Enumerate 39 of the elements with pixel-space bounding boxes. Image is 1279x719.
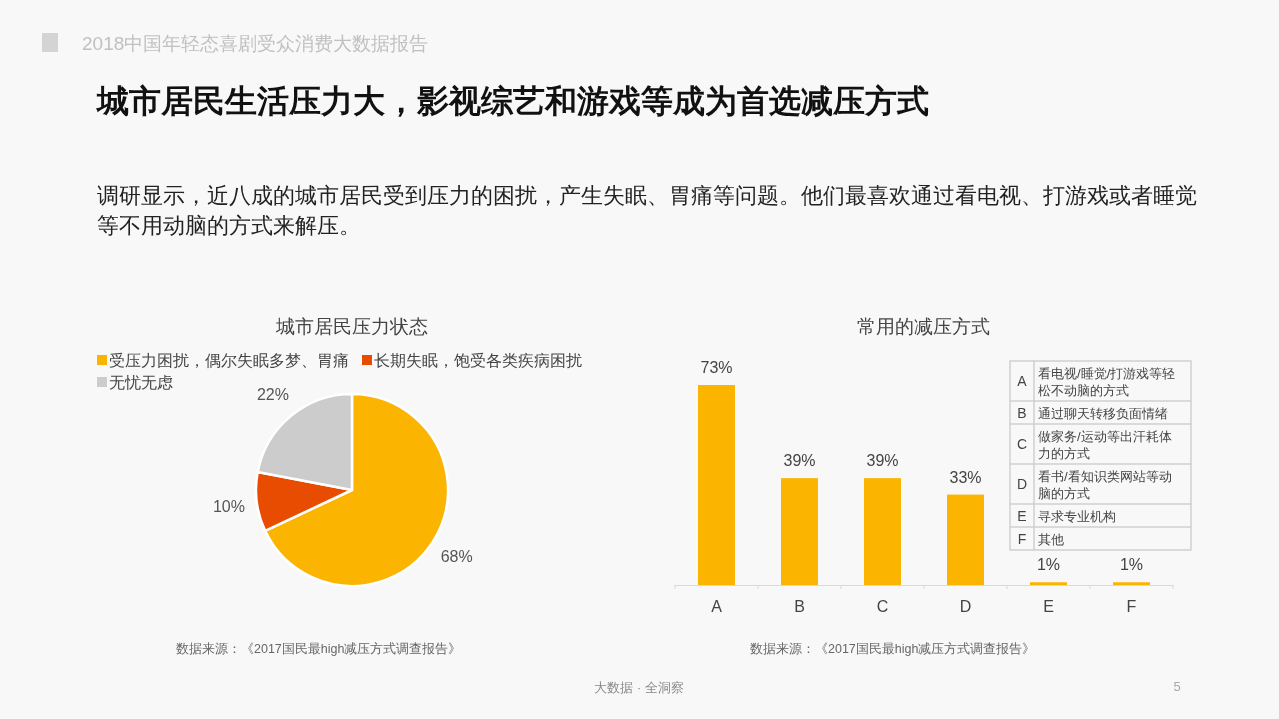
x-tick-label: F bbox=[1126, 598, 1137, 615]
x-tick-label: B bbox=[794, 598, 805, 615]
data-label: 33% bbox=[949, 468, 982, 486]
annotation: 数据来源：《2017国民最high减压方式调查报告》 bbox=[750, 642, 1036, 656]
chart-title: 城市居民压力状态 bbox=[276, 316, 428, 337]
annotation: 数据来源：《2017国民最high减压方式调查报告》 bbox=[176, 642, 462, 656]
x-tick-label: E bbox=[1043, 598, 1054, 615]
x-tick-label: D bbox=[959, 598, 972, 615]
data-label: 1% bbox=[1036, 556, 1061, 574]
annotation: 2018中国年轻态喜剧受众消费大数据报告 bbox=[82, 33, 429, 54]
table-text: 寻求专业机构 bbox=[1038, 508, 1116, 524]
table-text: 其他 bbox=[1038, 531, 1064, 547]
data-label: 22% bbox=[256, 386, 289, 404]
data-label: 1% bbox=[1119, 556, 1144, 574]
data-label: 73% bbox=[700, 359, 733, 376]
subtitle: 调研显示，近八成的城市居民受到压力的困扰，产生失眠、胃痛等问题。他们最喜欢通过看电视、打游戏或者睡觉等不用动脑的方式来解压。 bbox=[97, 184, 1197, 238]
table-text: 看书/看知识类网站等动脑的方式 bbox=[1038, 468, 1172, 501]
table-key: D bbox=[1016, 476, 1028, 492]
table-text: 看电视/睡觉/打游戏等轻松不动脑的方式 bbox=[1038, 365, 1176, 398]
table-key: F bbox=[1017, 530, 1027, 547]
annotation: 5 bbox=[1173, 679, 1181, 694]
table-key: B bbox=[1017, 404, 1027, 421]
data-label: 39% bbox=[783, 452, 816, 470]
annotation: 大数据 · 全洞察 bbox=[594, 681, 684, 695]
legend-label: 长期失眠，饱受各类疾病困扰 bbox=[374, 352, 582, 369]
title: 城市居民生活压力大，影视综艺和游戏等成为首选减压方式 bbox=[97, 83, 929, 119]
table-text: 通过聊天转移负面情绪 bbox=[1038, 405, 1168, 421]
data-label: 68% bbox=[440, 548, 473, 566]
table-key: C bbox=[1016, 436, 1028, 452]
legend-label: 无忧无虑 bbox=[109, 374, 173, 391]
data-label: 10% bbox=[212, 497, 245, 515]
chart-title: 常用的减压方式 bbox=[856, 316, 990, 337]
table-key: A bbox=[1017, 373, 1027, 389]
x-tick-label: C bbox=[876, 598, 889, 615]
x-tick-label: A bbox=[711, 598, 722, 615]
table-key: E bbox=[1017, 507, 1027, 524]
legend-label: 受压力困扰，偶尔失眠多梦、胃痛 bbox=[109, 352, 349, 369]
table-text: 做家务/运动等出汗耗体力的方式 bbox=[1038, 428, 1172, 461]
data-label: 39% bbox=[866, 452, 899, 470]
